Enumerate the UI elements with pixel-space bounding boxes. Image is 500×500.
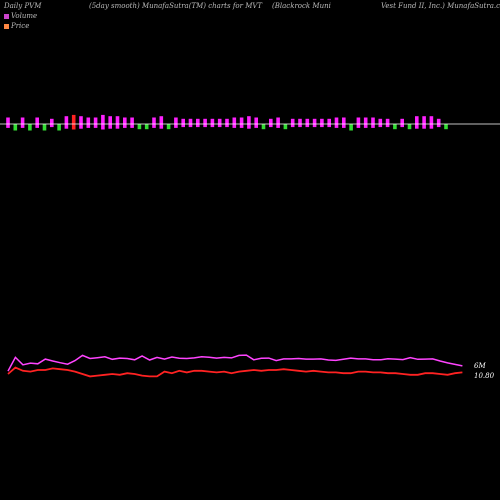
volume-bar <box>320 118 324 128</box>
header-company-part1: (Blackrock Muni <box>272 2 331 10</box>
volume-bar <box>254 117 258 128</box>
volume-bar <box>50 118 54 128</box>
volume-bar <box>174 117 178 128</box>
volume-bar <box>188 118 193 128</box>
volume-bar <box>247 116 251 129</box>
volume-bar <box>349 124 353 131</box>
volume-bar <box>444 124 448 130</box>
volume-bar <box>35 117 39 128</box>
volume-bar <box>422 116 426 129</box>
volume-bar <box>429 116 434 129</box>
volume-bar <box>290 118 295 128</box>
volume-bar <box>342 117 346 128</box>
volume-bar <box>217 118 222 128</box>
volume-bar <box>210 118 215 128</box>
volume-bar <box>71 114 76 130</box>
volume-bar <box>276 117 280 128</box>
price-line <box>7 366 463 378</box>
volume-bar <box>283 124 288 130</box>
volume-bar <box>159 116 164 129</box>
volume-bar <box>298 118 302 128</box>
volume-bar <box>393 124 397 130</box>
volume-bar <box>415 116 419 129</box>
volume-bar <box>261 124 266 130</box>
volume-bar <box>327 118 331 128</box>
volume-bar <box>152 117 156 128</box>
volume-bar <box>305 118 310 128</box>
volume-bar <box>378 118 383 128</box>
header-company-part2: Vest Fund II, Inc.) MunafaSutra.com <box>381 2 500 10</box>
volume-bar <box>196 118 200 128</box>
header-chart-title: (5day smooth) MunafaSutra(TM) charts for… <box>89 2 263 10</box>
header-daily-pvm: Daily PVM <box>4 2 42 10</box>
volume-bar <box>371 117 375 128</box>
volume-bar <box>20 117 25 128</box>
end-label-price: 10.80 <box>474 372 495 380</box>
volume-bar <box>144 124 149 130</box>
volume-bar <box>181 118 185 128</box>
volume-bar <box>42 124 47 131</box>
volume-bar <box>239 117 244 128</box>
volume-bar <box>86 117 91 128</box>
volume-bar <box>137 124 142 130</box>
legend-price-label: Price <box>11 22 30 30</box>
volume-bar <box>363 117 368 128</box>
legend-volume: Volume <box>4 12 37 20</box>
volume-bar <box>101 114 105 130</box>
volume-bar <box>356 117 361 128</box>
volume-bar <box>130 117 134 128</box>
volume-bar <box>57 124 61 131</box>
volume-bar <box>312 118 317 128</box>
volume-bar <box>385 118 390 128</box>
volume-bar <box>269 118 273 128</box>
volume-bar <box>93 117 98 128</box>
volume-bar <box>407 124 412 130</box>
legend-price-swatch <box>4 23 9 29</box>
volume-bar <box>64 116 69 129</box>
legend-volume-label: Volume <box>11 12 38 20</box>
volume-bar <box>225 118 229 128</box>
volume-bar <box>334 117 339 128</box>
legend-volume-swatch <box>4 13 9 19</box>
volume-bar <box>28 124 32 131</box>
volume-bar <box>436 118 441 128</box>
volume-bar <box>203 118 207 128</box>
volume-bar <box>6 117 10 128</box>
volume-bar <box>108 116 112 129</box>
end-label-volume: 6M <box>474 362 486 370</box>
volume-bar <box>13 124 18 131</box>
volume-bars <box>6 114 448 131</box>
legend-price: Price <box>4 22 29 30</box>
volume-bar <box>123 117 127 128</box>
volume-bar <box>166 124 171 130</box>
volume-bar <box>400 118 404 128</box>
volume-bar <box>232 117 237 128</box>
volume-bar <box>79 116 83 129</box>
pvm-line <box>7 354 463 372</box>
volume-bar <box>115 116 120 129</box>
